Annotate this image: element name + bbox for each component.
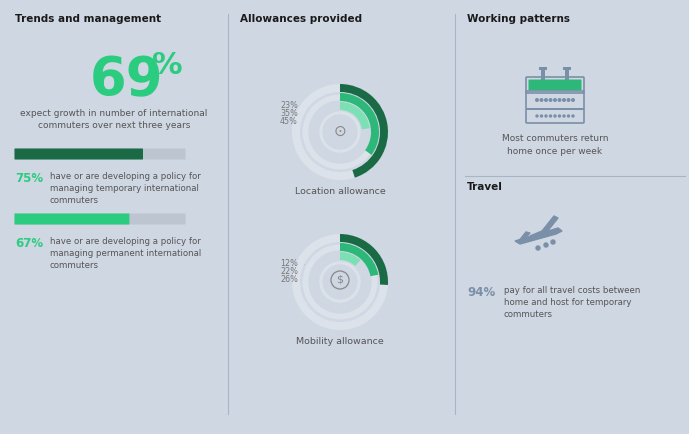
FancyBboxPatch shape [14, 214, 130, 224]
Polygon shape [515, 228, 562, 244]
Circle shape [540, 115, 542, 117]
Text: 26%: 26% [280, 274, 298, 283]
Circle shape [309, 101, 371, 163]
Text: Travel: Travel [467, 182, 503, 192]
Text: expect growth in number of international
commuters over next three years: expect growth in number of international… [20, 109, 207, 131]
Text: pay for all travel costs between
home and host for temporary
commuters: pay for all travel costs between home an… [504, 286, 640, 319]
FancyBboxPatch shape [14, 148, 143, 160]
FancyBboxPatch shape [14, 214, 185, 224]
Wedge shape [340, 234, 388, 285]
Bar [539, 67, 547, 70]
Circle shape [309, 251, 371, 313]
Bar [541, 68, 545, 80]
Circle shape [554, 99, 556, 101]
Circle shape [536, 99, 538, 101]
Text: Mobility allowance: Mobility allowance [296, 337, 384, 346]
Wedge shape [292, 234, 388, 330]
Text: have or are developing a policy for
managing temporary international
commuters: have or are developing a policy for mana… [50, 172, 200, 204]
Circle shape [568, 115, 570, 117]
Wedge shape [301, 243, 379, 321]
Circle shape [318, 260, 362, 304]
Wedge shape [340, 243, 378, 276]
Text: Working patterns: Working patterns [467, 14, 570, 24]
Polygon shape [530, 216, 558, 238]
Circle shape [550, 115, 551, 117]
Circle shape [558, 99, 561, 101]
Circle shape [323, 265, 357, 299]
Polygon shape [518, 232, 530, 242]
Wedge shape [292, 84, 388, 180]
Wedge shape [301, 93, 379, 171]
Bar [563, 67, 571, 70]
Circle shape [536, 115, 538, 117]
Text: 12%: 12% [280, 259, 298, 267]
Circle shape [563, 99, 565, 101]
Circle shape [323, 115, 357, 149]
Circle shape [572, 115, 574, 117]
Circle shape [320, 262, 360, 302]
FancyBboxPatch shape [14, 148, 185, 160]
Text: %: % [152, 51, 183, 80]
Circle shape [540, 99, 543, 101]
Wedge shape [340, 93, 379, 155]
Wedge shape [301, 243, 379, 321]
Text: ⊙: ⊙ [333, 124, 347, 138]
Wedge shape [310, 102, 370, 162]
Text: 22%: 22% [280, 266, 298, 276]
Text: 67%: 67% [15, 237, 43, 250]
Wedge shape [340, 84, 388, 178]
Circle shape [318, 110, 362, 154]
Circle shape [572, 99, 575, 101]
Text: 35%: 35% [280, 108, 298, 118]
Wedge shape [340, 102, 370, 129]
Wedge shape [310, 102, 370, 162]
Circle shape [536, 246, 540, 250]
Text: Location allowance: Location allowance [295, 187, 385, 196]
Wedge shape [310, 252, 370, 312]
Circle shape [545, 99, 547, 101]
Wedge shape [340, 252, 360, 266]
Wedge shape [310, 252, 370, 312]
Circle shape [563, 115, 565, 117]
Circle shape [544, 243, 548, 247]
Circle shape [551, 240, 555, 244]
Text: $: $ [336, 275, 344, 285]
Circle shape [559, 115, 560, 117]
Text: 69: 69 [90, 54, 163, 106]
Text: 45%: 45% [280, 116, 298, 125]
Text: have or are developing a policy for
managing permanent international
commuters: have or are developing a policy for mana… [50, 237, 201, 270]
Circle shape [567, 99, 570, 101]
Text: Most commuters return
home once per week: Most commuters return home once per week [502, 134, 608, 155]
Circle shape [549, 99, 552, 101]
Text: 23%: 23% [280, 101, 298, 109]
Circle shape [320, 112, 360, 152]
Wedge shape [301, 93, 379, 171]
Text: Allowances provided: Allowances provided [240, 14, 362, 24]
Text: 75%: 75% [15, 172, 43, 185]
Text: Trends and management: Trends and management [15, 14, 161, 24]
Circle shape [545, 115, 547, 117]
Bar [565, 68, 569, 80]
Text: 94%: 94% [467, 286, 495, 299]
FancyBboxPatch shape [528, 79, 582, 91]
Circle shape [554, 115, 556, 117]
